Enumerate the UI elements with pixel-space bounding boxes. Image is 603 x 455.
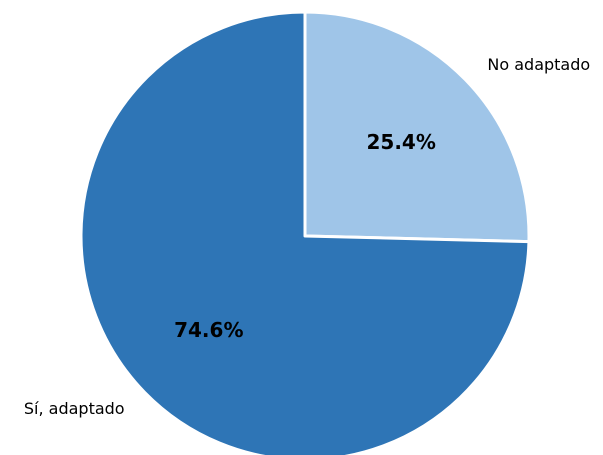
slice-label-no-adaptado: No adaptado xyxy=(487,55,590,74)
pie-labels: No adaptado Sí, adaptado 25.4% 74.6% xyxy=(24,55,590,418)
pie-slice-s-adaptado xyxy=(79,10,531,455)
slice-label-si-adaptado: Sí, adaptado xyxy=(24,399,125,418)
value-label-si-adaptado: 74.6% xyxy=(174,318,243,342)
pie-slices xyxy=(79,10,531,455)
value-label-no-adaptado: 25.4% xyxy=(367,130,436,154)
pie-slice-no-adaptado xyxy=(303,10,531,244)
